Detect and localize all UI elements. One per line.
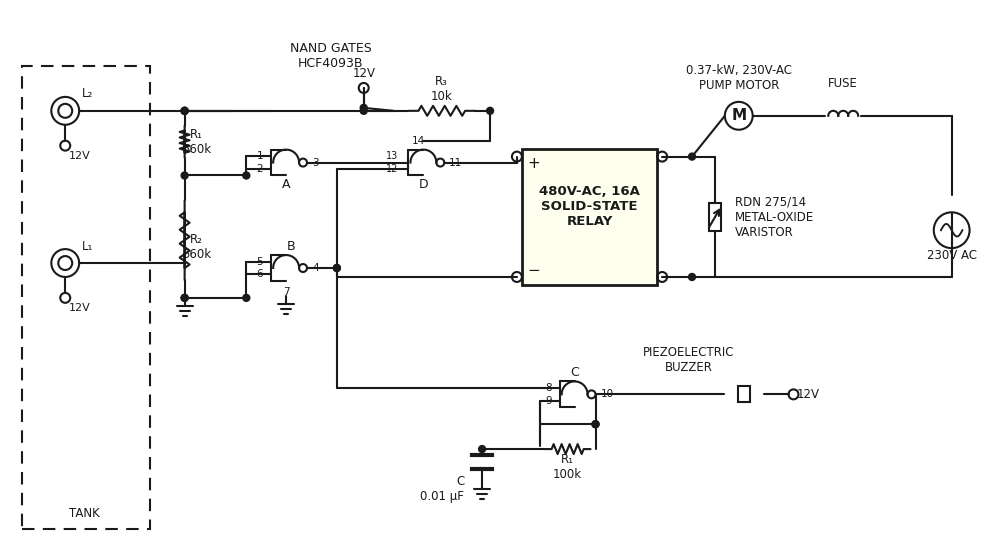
Text: D: D bbox=[419, 178, 428, 191]
Text: PIEZOELECTRIC
BUZZER: PIEZOELECTRIC BUZZER bbox=[643, 346, 735, 373]
Text: +: + bbox=[527, 156, 540, 171]
Text: 0.37-kW, 230V-AC
PUMP MOTOR: 0.37-kW, 230V-AC PUMP MOTOR bbox=[686, 64, 792, 92]
Text: R₁
100k: R₁ 100k bbox=[553, 453, 582, 481]
Text: L₁: L₁ bbox=[81, 240, 93, 253]
Circle shape bbox=[181, 172, 188, 179]
Circle shape bbox=[181, 107, 188, 114]
Text: 12V: 12V bbox=[352, 67, 375, 80]
Text: 8: 8 bbox=[545, 383, 552, 393]
Text: 480V-AC, 16A
SOLID-STATE
RELAY: 480V-AC, 16A SOLID-STATE RELAY bbox=[539, 186, 640, 228]
Text: C
0.01 μF: C 0.01 μF bbox=[420, 475, 464, 503]
Text: 3: 3 bbox=[312, 157, 319, 168]
Bar bbox=[522, 149, 657, 285]
Text: L₂: L₂ bbox=[82, 88, 93, 101]
Text: B: B bbox=[287, 240, 295, 253]
Text: 14: 14 bbox=[412, 136, 425, 146]
Text: R₂
560k: R₂ 560k bbox=[182, 233, 211, 261]
Text: 7: 7 bbox=[283, 287, 289, 297]
Circle shape bbox=[360, 104, 367, 111]
Text: 12: 12 bbox=[386, 164, 399, 174]
Circle shape bbox=[479, 446, 486, 453]
Circle shape bbox=[181, 107, 188, 114]
Text: M: M bbox=[731, 108, 746, 123]
Text: 11: 11 bbox=[449, 157, 463, 168]
Bar bbox=[738, 386, 750, 403]
Circle shape bbox=[487, 107, 494, 114]
Text: RDN 275/14
METAL-OXIDE
VARISTOR: RDN 275/14 METAL-OXIDE VARISTOR bbox=[735, 196, 814, 239]
Text: 4: 4 bbox=[312, 263, 319, 273]
Text: 230V AC: 230V AC bbox=[927, 248, 977, 262]
Text: A: A bbox=[282, 178, 290, 191]
Circle shape bbox=[181, 294, 188, 301]
Circle shape bbox=[243, 294, 250, 301]
Text: 9: 9 bbox=[545, 396, 552, 406]
Circle shape bbox=[592, 421, 599, 428]
Circle shape bbox=[689, 153, 695, 160]
Text: 1: 1 bbox=[257, 151, 263, 161]
Text: 13: 13 bbox=[386, 151, 399, 161]
Text: 2: 2 bbox=[257, 164, 263, 174]
Text: 6: 6 bbox=[257, 269, 263, 280]
Text: 12V: 12V bbox=[797, 388, 820, 401]
Text: R₁
560k: R₁ 560k bbox=[182, 128, 211, 156]
Text: C: C bbox=[570, 366, 579, 379]
Text: 12V: 12V bbox=[69, 150, 91, 161]
Circle shape bbox=[592, 421, 599, 428]
Text: TANK: TANK bbox=[69, 507, 100, 520]
Text: R₃
10k: R₃ 10k bbox=[431, 75, 453, 103]
Circle shape bbox=[243, 172, 250, 179]
Bar bbox=[709, 203, 721, 231]
Circle shape bbox=[360, 107, 367, 114]
Text: FUSE: FUSE bbox=[828, 77, 858, 90]
Circle shape bbox=[181, 107, 188, 114]
Text: 10: 10 bbox=[600, 390, 614, 399]
Text: 12V: 12V bbox=[69, 303, 91, 313]
Circle shape bbox=[333, 265, 340, 272]
Circle shape bbox=[689, 274, 695, 280]
Text: NAND GATES
HCF4093B: NAND GATES HCF4093B bbox=[290, 42, 372, 70]
Circle shape bbox=[333, 265, 340, 272]
Text: 5: 5 bbox=[257, 256, 263, 267]
Circle shape bbox=[181, 294, 188, 301]
Text: −: − bbox=[527, 262, 540, 278]
